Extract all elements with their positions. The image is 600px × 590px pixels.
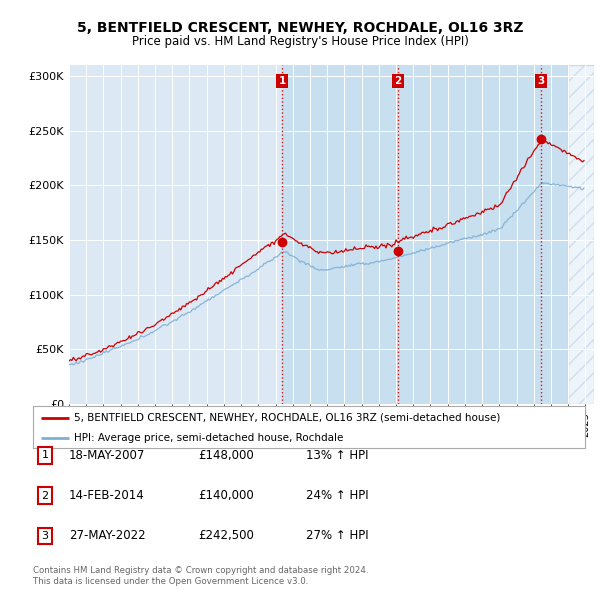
Bar	[398, 65, 541, 404]
Text: 27-MAY-2022: 27-MAY-2022	[69, 529, 146, 542]
Text: Price paid vs. HM Land Registry's House Price Index (HPI): Price paid vs. HM Land Registry's House …	[131, 35, 469, 48]
Bar	[568, 65, 594, 404]
Text: £148,000: £148,000	[198, 449, 254, 462]
Text: 3: 3	[537, 76, 544, 86]
Text: 27% ↑ HPI: 27% ↑ HPI	[306, 529, 368, 542]
Text: 3: 3	[41, 531, 49, 540]
Bar	[282, 65, 398, 404]
Text: £140,000: £140,000	[198, 489, 254, 502]
Text: 13% ↑ HPI: 13% ↑ HPI	[306, 449, 368, 462]
Text: 14-FEB-2014: 14-FEB-2014	[69, 489, 145, 502]
Text: 5, BENTFIELD CRESCENT, NEWHEY, ROCHDALE, OL16 3RZ: 5, BENTFIELD CRESCENT, NEWHEY, ROCHDALE,…	[77, 21, 523, 35]
Text: 24% ↑ HPI: 24% ↑ HPI	[306, 489, 368, 502]
Text: HPI: Average price, semi-detached house, Rochdale: HPI: Average price, semi-detached house,…	[74, 433, 344, 442]
Bar	[541, 65, 568, 404]
Bar	[568, 65, 594, 404]
Text: 2: 2	[41, 491, 49, 500]
Text: 18-MAY-2007: 18-MAY-2007	[69, 449, 145, 462]
Text: Contains HM Land Registry data © Crown copyright and database right 2024.: Contains HM Land Registry data © Crown c…	[33, 566, 368, 575]
Text: 1: 1	[41, 451, 49, 460]
Text: 2: 2	[394, 76, 402, 86]
Text: This data is licensed under the Open Government Licence v3.0.: This data is licensed under the Open Gov…	[33, 577, 308, 586]
Text: 5, BENTFIELD CRESCENT, NEWHEY, ROCHDALE, OL16 3RZ (semi-detached house): 5, BENTFIELD CRESCENT, NEWHEY, ROCHDALE,…	[74, 413, 501, 423]
Text: £242,500: £242,500	[198, 529, 254, 542]
Text: 1: 1	[278, 76, 286, 86]
